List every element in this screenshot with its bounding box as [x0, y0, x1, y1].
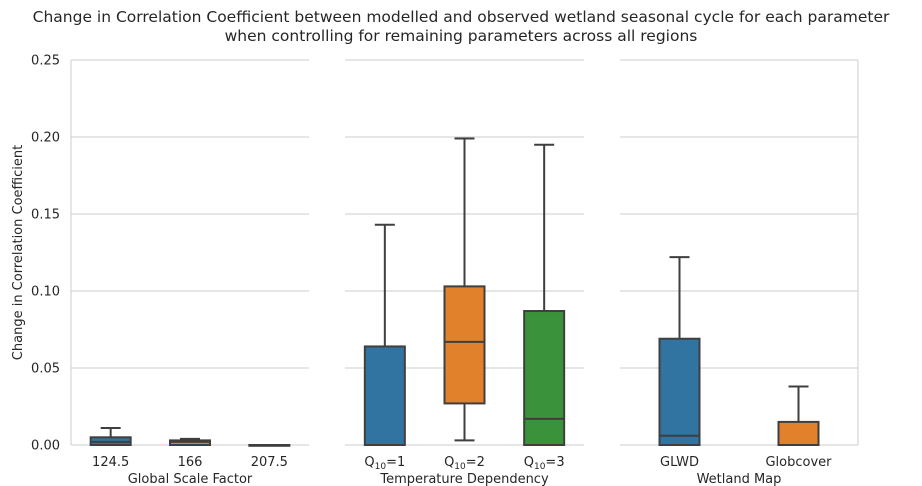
y-axis-label: Change in Correlation Coefficient	[11, 145, 26, 360]
x-axis-label: Temperature Dependency	[379, 472, 549, 486]
box-marks	[89, 137, 820, 447]
box-Q10=1	[363, 223, 406, 446]
x-tick-label: Q10=1	[364, 455, 405, 472]
box-Globcover	[777, 385, 820, 446]
x-axis-label: Global Scale Factor	[128, 472, 253, 486]
x-tick-label: 124.5	[92, 455, 129, 470]
x-tick-label: Globcover	[765, 455, 832, 470]
box-GLWD	[658, 256, 701, 446]
box-iqr	[443, 285, 486, 405]
y-tick-label: 0.20	[31, 131, 60, 146]
y-tick-label: 0.05	[31, 362, 60, 377]
chart-title-line-1: Change in Correlation Coefficient betwee…	[32, 8, 890, 26]
y-tick-label: 0.00	[31, 439, 60, 454]
y-tick-label: 0.10	[31, 285, 60, 300]
box-207.5	[248, 444, 291, 447]
box-iqr	[658, 337, 701, 446]
box-iqr	[363, 345, 406, 446]
x-tick-label: 207.5	[251, 455, 288, 470]
y-tick-label: 0.15	[31, 208, 60, 223]
box-Q10=3	[523, 143, 566, 446]
x-tick-label: 166	[178, 455, 203, 470]
x-tick-label: Q10=3	[524, 455, 565, 472]
x-tick-label: Q10=2	[444, 455, 485, 472]
y-tick-label: 0.25	[31, 54, 60, 69]
chart-title-line-2: when controlling for remaining parameter…	[224, 27, 698, 45]
chart-title: Change in Correlation Coefficient betwee…	[0, 8, 922, 46]
x-axis-label: Wetland Map	[697, 472, 782, 486]
x-tick-label: GLWD	[660, 455, 699, 470]
box-166	[169, 437, 211, 447]
axis-text: Change in Correlation Coefficient 0.00 0.0…	[11, 54, 832, 486]
box-124.5	[89, 427, 132, 446]
box-Q10=2	[443, 137, 486, 442]
box-iqr	[523, 310, 566, 446]
box-iqr	[777, 420, 820, 446]
